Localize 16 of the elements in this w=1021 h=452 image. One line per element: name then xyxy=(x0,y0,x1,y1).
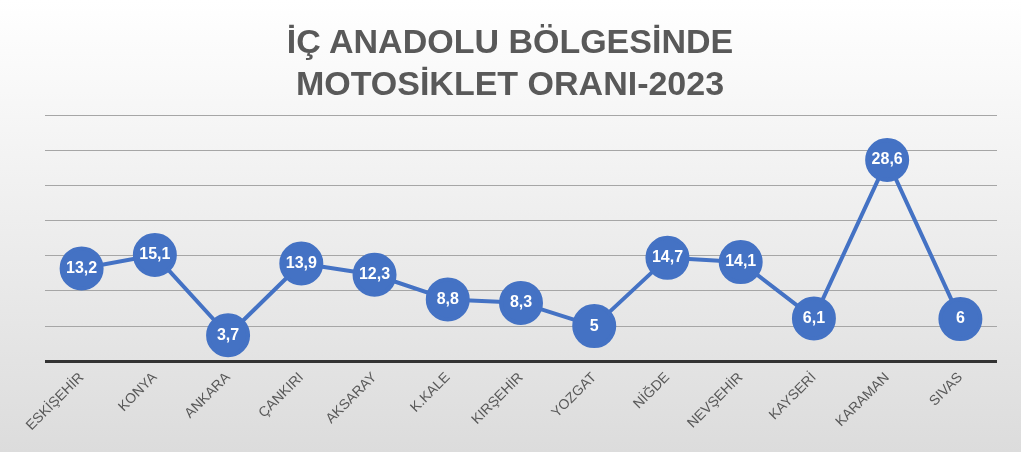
chart-title: İÇ ANADOLU BÖLGESİNDE MOTOSİKLET ORANI-2023 xyxy=(285,21,735,104)
data-label: 8,8 xyxy=(436,289,459,307)
point xyxy=(572,304,617,349)
data-label: 8,3 xyxy=(509,293,533,311)
data-label: 12,3 xyxy=(358,265,391,283)
data-label: 6,1 xyxy=(802,308,826,326)
data-label: 3,7 xyxy=(216,325,240,343)
data-label: 28,6 xyxy=(871,150,903,168)
data-label: 14,1 xyxy=(725,252,757,270)
point xyxy=(938,297,983,342)
data-label: 14,7 xyxy=(651,248,684,266)
data-label: 15,1 xyxy=(139,245,171,263)
data-label: 13,2 xyxy=(66,258,98,276)
data-label: 6 xyxy=(955,309,965,327)
data-label: 5 xyxy=(589,316,599,334)
data-label: 13,9 xyxy=(285,253,317,271)
